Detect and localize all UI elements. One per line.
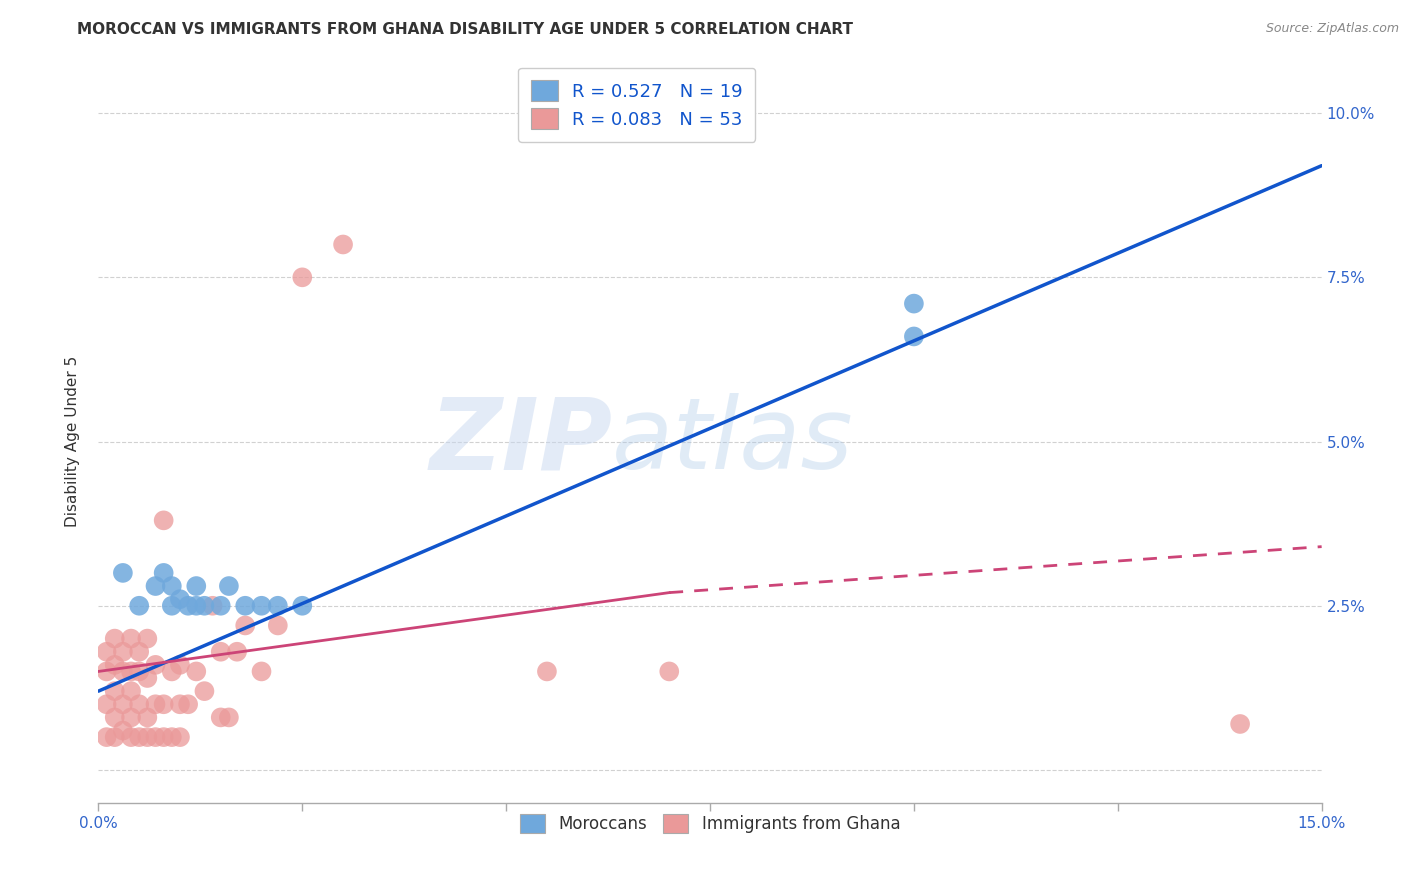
Point [152, 730, 174, 744]
Point [111, 665, 134, 679]
Point [120, 665, 142, 679]
Point [128, 665, 150, 679]
Point [209, 710, 232, 724]
Text: Source: ZipAtlas.com: Source: ZipAtlas.com [1265, 22, 1399, 36]
Point [152, 513, 174, 527]
Point [169, 698, 191, 712]
Point [128, 730, 150, 744]
Point [145, 730, 167, 744]
Point [96, 698, 118, 712]
Point [193, 684, 215, 698]
Point [332, 237, 354, 252]
Point [226, 645, 249, 659]
Text: atlas: atlas [612, 393, 853, 490]
Point [104, 632, 127, 646]
Point [145, 657, 167, 672]
Point [136, 632, 159, 646]
Point [267, 599, 290, 613]
Point [128, 599, 150, 613]
Point [186, 599, 208, 613]
Point [903, 329, 925, 343]
Point [169, 730, 191, 744]
Point [903, 296, 925, 310]
Point [152, 698, 174, 712]
Point [201, 599, 224, 613]
Point [111, 723, 134, 738]
Point [152, 566, 174, 580]
Point [536, 665, 558, 679]
Point [233, 599, 256, 613]
Point [160, 579, 183, 593]
Point [120, 730, 142, 744]
Point [250, 599, 273, 613]
Y-axis label: Disability Age Under 5: Disability Age Under 5 [65, 356, 80, 527]
Point [177, 698, 200, 712]
Point [160, 730, 183, 744]
Point [250, 665, 273, 679]
Point [104, 657, 127, 672]
Point [120, 710, 142, 724]
Point [291, 270, 314, 285]
Point [160, 665, 183, 679]
Point [160, 599, 183, 613]
Point [233, 618, 256, 632]
Point [96, 665, 118, 679]
Point [169, 657, 191, 672]
Point [145, 579, 167, 593]
Point [267, 618, 290, 632]
Point [136, 710, 159, 724]
Point [209, 645, 232, 659]
Point [120, 684, 142, 698]
Text: MOROCCAN VS IMMIGRANTS FROM GHANA DISABILITY AGE UNDER 5 CORRELATION CHART: MOROCCAN VS IMMIGRANTS FROM GHANA DISABI… [77, 22, 853, 37]
Point [193, 599, 215, 613]
Point [104, 684, 127, 698]
Point [128, 698, 150, 712]
Point [186, 665, 208, 679]
Point [111, 698, 134, 712]
Point [177, 599, 200, 613]
Point [111, 645, 134, 659]
Point [218, 710, 240, 724]
Point [128, 645, 150, 659]
Text: ZIP: ZIP [429, 393, 612, 490]
Point [209, 599, 232, 613]
Point [104, 730, 127, 744]
Point [136, 671, 159, 685]
Point [96, 645, 118, 659]
Point [111, 566, 134, 580]
Point [145, 698, 167, 712]
Legend: Moroccans, Immigrants from Ghana: Moroccans, Immigrants from Ghana [508, 803, 912, 845]
Point [120, 632, 142, 646]
Point [218, 579, 240, 593]
Point [186, 579, 208, 593]
Point [96, 730, 118, 744]
Point [104, 710, 127, 724]
Point [169, 592, 191, 607]
Point [136, 730, 159, 744]
Point [291, 599, 314, 613]
Point [658, 665, 681, 679]
Point [1229, 717, 1251, 731]
